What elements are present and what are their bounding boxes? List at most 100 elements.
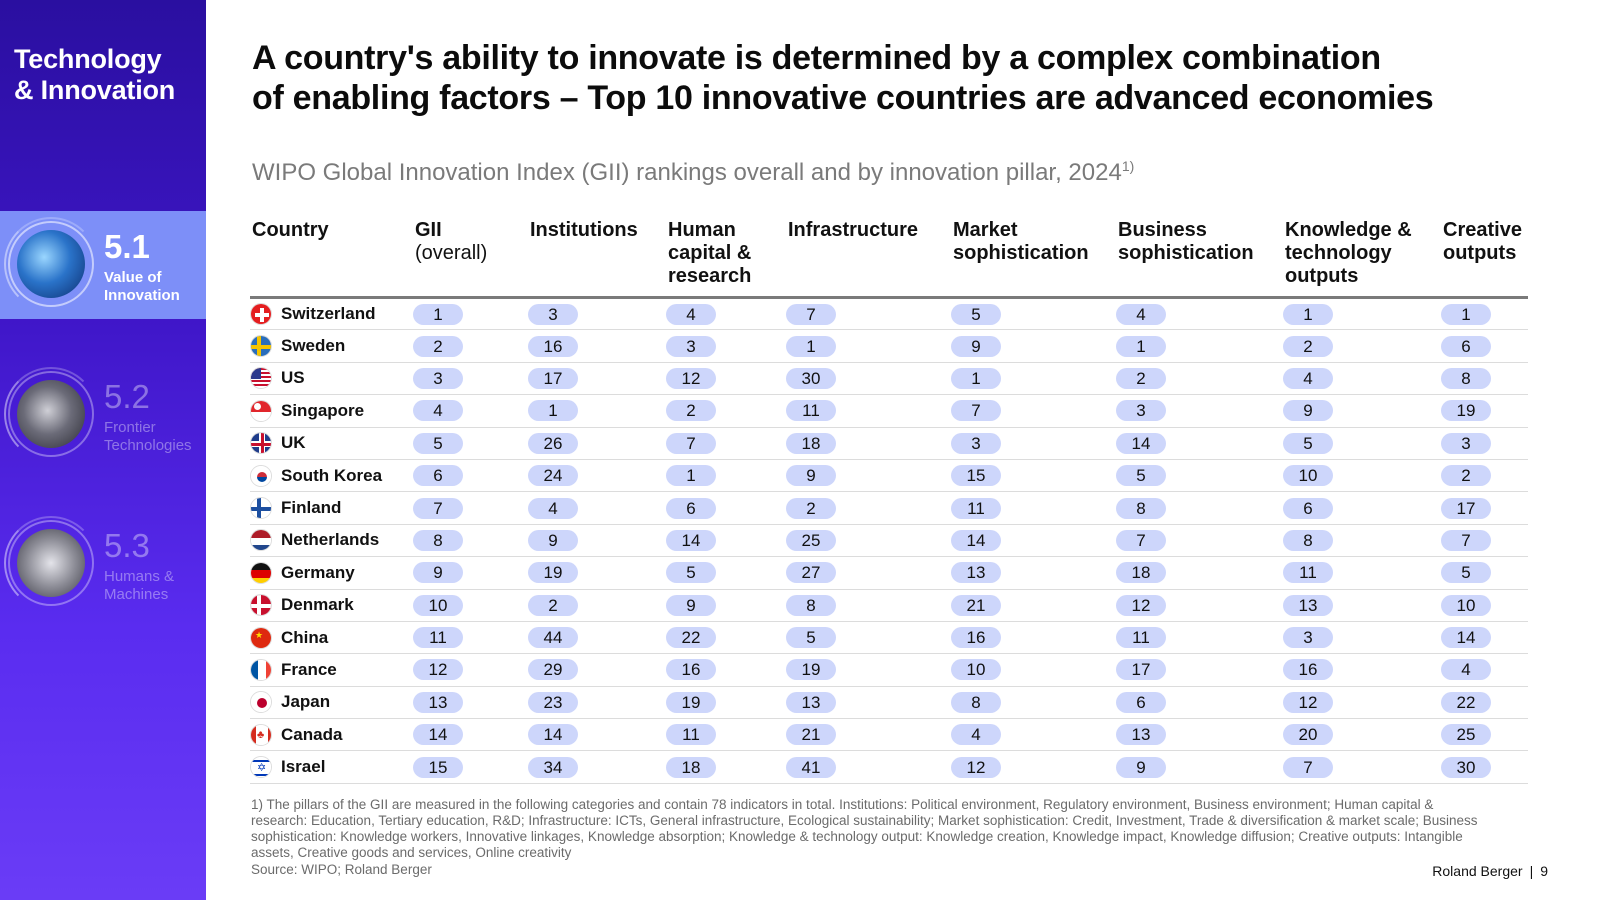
rank-value: 14 xyxy=(413,724,463,746)
rank-cell: 2 xyxy=(1283,329,1441,363)
table-body: Switzerland 1 3 4 7 5 4 1 1 Sweden 2 16 3 1 9 1 2 6 US 3 17 1… xyxy=(250,297,1528,784)
rank-value: 8 xyxy=(1441,367,1491,389)
rank-cell: 18 xyxy=(666,750,786,784)
rank-value: 4 xyxy=(1441,659,1491,681)
rank-cell: 22 xyxy=(1441,686,1528,720)
rank-value: 19 xyxy=(528,562,578,584)
country-name: Germany xyxy=(281,562,355,582)
chapter-label-line1: Frontier xyxy=(104,419,156,436)
rank-cell: 2 xyxy=(413,329,528,363)
rank-cell: 9 xyxy=(951,329,1116,363)
header-line: outputs xyxy=(1285,265,1359,287)
rank-cell: 2 xyxy=(1116,362,1283,396)
rank-value: 11 xyxy=(413,627,463,649)
country-name: US xyxy=(281,368,305,388)
country-name: UK xyxy=(281,433,306,453)
country-cell: Finland xyxy=(250,491,413,525)
rank-value: 6 xyxy=(1283,497,1333,519)
column-header-human-capital: Human capital & research xyxy=(666,215,786,299)
chapter-5-1[interactable]: 5.1 Value of Innovation xyxy=(0,211,206,319)
rank-value: 5 xyxy=(666,562,716,584)
table-row: ★ China 11 44 22 5 16 11 3 14 xyxy=(250,621,1528,655)
rank-value: 12 xyxy=(413,659,463,681)
chapter-5-2[interactable]: 5.2 Frontier Technologies xyxy=(0,361,206,469)
table-row: Netherlands 8 9 14 25 14 7 8 7 xyxy=(250,524,1528,558)
country-name: China xyxy=(281,627,329,647)
kr-flag-icon xyxy=(250,464,272,487)
rank-cell: 2 xyxy=(1441,459,1528,493)
rank-value: 4 xyxy=(666,303,716,325)
rank-cell: 1 xyxy=(1116,329,1283,363)
rank-cell: 11 xyxy=(1116,621,1283,655)
header-line: Institutions xyxy=(530,219,638,241)
column-header-country: Country xyxy=(250,215,413,299)
rank-cell: 10 xyxy=(1283,459,1441,493)
rank-cell: 4 xyxy=(1441,653,1528,687)
chapter-label-line2: Technologies xyxy=(104,437,192,454)
footnote: 1) The pillars of the GII are measured i… xyxy=(251,797,1478,860)
rank-cell: 5 xyxy=(1441,556,1528,590)
rank-cell: 1 xyxy=(1441,297,1528,331)
rank-value: 19 xyxy=(666,691,716,713)
rank-value: 6 xyxy=(413,465,463,487)
rank-value: 13 xyxy=(951,562,1001,584)
header-line: GII xyxy=(415,219,442,241)
chapter-label-line1: Value of xyxy=(104,269,162,286)
rank-value: 14 xyxy=(951,529,1001,551)
rank-cell: 19 xyxy=(786,653,951,687)
column-header-creative-outputs: Creative outputs xyxy=(1441,215,1528,299)
table-row: Japan 13 23 19 13 8 6 12 22 xyxy=(250,686,1528,720)
rank-value: 9 xyxy=(951,335,1001,357)
rank-cell: 13 xyxy=(786,686,951,720)
rank-value: 1 xyxy=(786,335,836,357)
rank-cell: 14 xyxy=(1441,621,1528,655)
table-row: Germany 9 19 5 27 13 18 11 5 xyxy=(250,556,1528,590)
page-title: A country's ability to innovate is deter… xyxy=(252,38,1552,118)
rank-cell: 11 xyxy=(786,394,951,428)
rank-cell: 16 xyxy=(528,329,666,363)
rank-cell: 14 xyxy=(528,718,666,752)
rank-cell: 2 xyxy=(666,394,786,428)
rank-cell: 5 xyxy=(1116,459,1283,493)
rank-value: 13 xyxy=(1283,594,1333,616)
rank-value: 1 xyxy=(1283,303,1333,325)
rank-cell: 3 xyxy=(1116,394,1283,428)
country-cell: Japan xyxy=(250,686,413,720)
rank-value: 6 xyxy=(666,497,716,519)
rank-value: 19 xyxy=(1441,400,1491,422)
rank-value: 19 xyxy=(786,659,836,681)
rank-cell: 19 xyxy=(666,686,786,720)
rank-cell: 19 xyxy=(528,556,666,590)
header-line: Human xyxy=(668,219,736,241)
rank-cell: 4 xyxy=(413,394,528,428)
rank-cell: 8 xyxy=(413,524,528,558)
table-row: Singapore 4 1 2 11 7 3 9 19 xyxy=(250,394,1528,428)
rank-cell: 6 xyxy=(1441,329,1528,363)
rank-value: 8 xyxy=(413,529,463,551)
rank-cell: 12 xyxy=(666,362,786,396)
rank-cell: 22 xyxy=(666,621,786,655)
rank-value: 23 xyxy=(528,691,578,713)
de-flag-icon xyxy=(250,561,272,584)
header-line: capital & xyxy=(668,242,752,264)
column-header-knowledge-outputs: Knowledge & technology outputs xyxy=(1283,215,1441,299)
rank-cell: 25 xyxy=(1441,718,1528,752)
rank-cell: 41 xyxy=(786,750,951,784)
page-subtitle: WIPO Global Innovation Index (GII) ranki… xyxy=(252,158,1134,187)
rank-cell: 8 xyxy=(786,589,951,622)
table-row: ♣ Canada 14 14 11 21 4 13 20 25 xyxy=(250,718,1528,752)
rank-value: 1 xyxy=(413,303,463,325)
rank-cell: 3 xyxy=(413,362,528,396)
header-line: sophistication xyxy=(1118,242,1254,264)
rank-value: 11 xyxy=(1283,562,1333,584)
rank-value: 7 xyxy=(1283,756,1333,778)
column-header-business-sophistication: Business sophistication xyxy=(1116,215,1283,299)
footer-brand-name: Roland Berger xyxy=(1432,863,1523,879)
rank-value: 10 xyxy=(413,594,463,616)
rank-value: 7 xyxy=(413,497,463,519)
rank-value: 11 xyxy=(1116,627,1166,649)
chapter-number: 5.2 xyxy=(104,378,150,415)
rank-value: 2 xyxy=(1283,335,1333,357)
rank-value: 7 xyxy=(1441,529,1491,551)
chapter-5-3[interactable]: 5.3 Humans & Machines xyxy=(0,510,206,618)
